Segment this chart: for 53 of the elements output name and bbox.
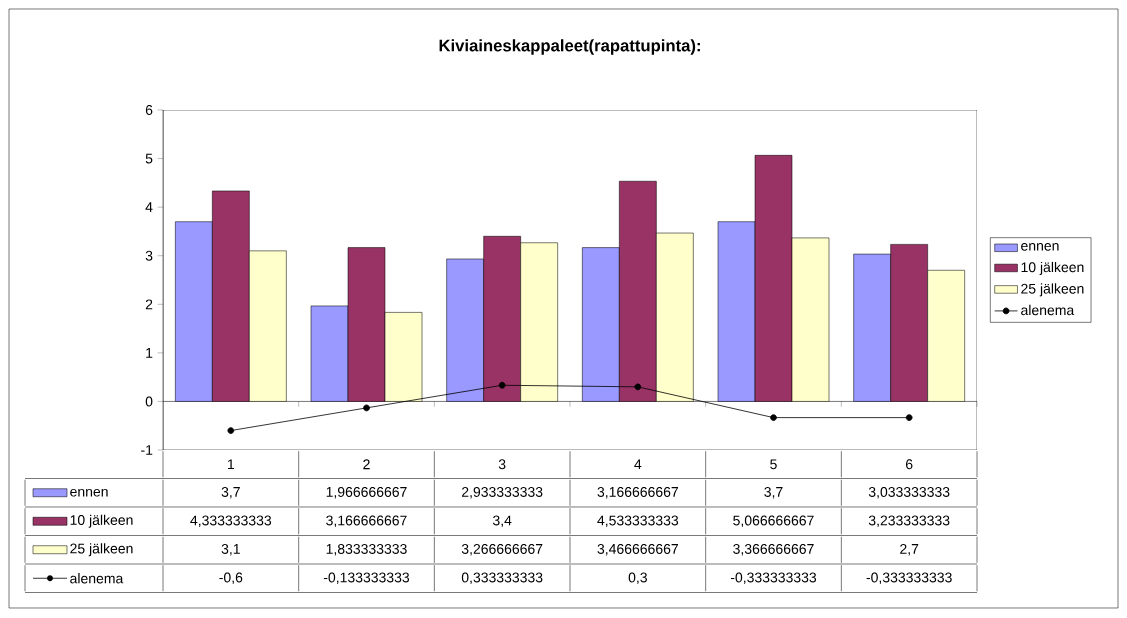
x-tick-label: 1	[228, 459, 235, 470]
legend-label: 10 jälkeen	[1021, 261, 1084, 275]
data-label: 1,966666667	[326, 486, 407, 499]
y-tick-label: 0	[145, 396, 153, 407]
data-label: 4,533333333	[597, 515, 679, 528]
data-label: 3,033333333	[868, 486, 950, 499]
data-label: -0,333333333	[866, 572, 952, 585]
data-label: 3,166666667	[597, 486, 678, 499]
x-tick-label: 6	[906, 459, 913, 470]
text: 25 jälkeen	[70, 543, 133, 557]
y-tick-label: 6	[145, 105, 153, 115]
text: alenema	[70, 573, 124, 584]
y-tick-label: 2	[145, 299, 153, 310]
y-tick-label: -1	[141, 445, 153, 455]
data-label: -0,6	[219, 572, 243, 585]
data-label: 4,333333333	[190, 515, 272, 528]
y-tick-label: 1	[146, 348, 153, 358]
text: 10 jälkeen	[70, 514, 133, 528]
x-tick-label: 5	[770, 459, 777, 470]
point	[770, 414, 777, 421]
data-label: 3,466666667	[597, 543, 678, 556]
text: ennen	[1021, 243, 1059, 251]
point	[363, 404, 370, 412]
data-label: 5,066666667	[733, 515, 814, 528]
data-label: 0,3	[628, 572, 647, 585]
chart-title: Kiviaineskappaleet(rapattupinta):	[439, 39, 700, 55]
data-label: 3,233333333	[868, 515, 950, 528]
point	[905, 414, 913, 421]
data-label: 3,1	[221, 543, 240, 556]
legend-label: ennen	[70, 488, 108, 497]
data-label: 3,266666667	[461, 543, 543, 556]
point	[498, 381, 506, 389]
x-tick-label: 4	[634, 459, 642, 470]
data-label: 3,4	[492, 515, 512, 528]
data-label: 3,7	[764, 486, 783, 499]
y-tick-label: 5	[145, 153, 153, 164]
legend-label: alenema	[1021, 304, 1075, 316]
point	[634, 383, 642, 391]
x-tick-label: 2	[363, 459, 370, 470]
x-tick-label: 3	[498, 459, 506, 470]
data-label: 2,933333333	[462, 486, 543, 499]
data-label: 3,366666667	[733, 543, 814, 556]
legend-label: 25 jälkeen	[1021, 283, 1084, 297]
data-label: 2,7	[900, 543, 919, 556]
y-tick-label: 4	[145, 202, 153, 212]
data-label: 3,7	[221, 486, 240, 499]
y-tick-label: 3	[145, 250, 153, 261]
data-label: 0,333333333	[461, 572, 543, 585]
data-label: 3,166666667	[326, 515, 407, 528]
data-label: 1,833333333	[326, 543, 407, 556]
point	[227, 427, 235, 434]
data-label: -0,333333333	[730, 572, 817, 585]
data-label: -0,133333333	[323, 572, 410, 585]
